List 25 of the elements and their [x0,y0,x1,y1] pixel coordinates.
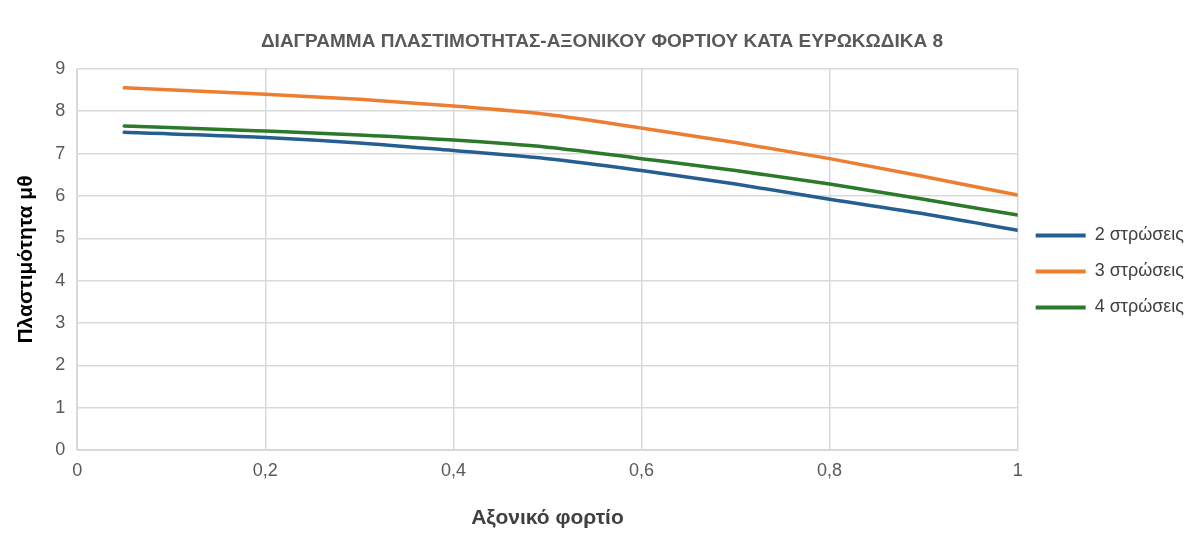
y-tick-label: 7 [55,142,66,163]
y-tick-label: 4 [55,269,66,290]
line-series [122,86,1018,197]
y-tick-label: 8 [55,100,66,121]
y-tick-label: 5 [55,227,66,248]
y-tick-label: 2 [55,354,66,375]
legend-label: 4 στρώσεις [1094,296,1185,317]
x-tick-label: 0,6 [628,459,654,480]
line-series [122,130,1018,233]
y-tick-label: 9 [55,57,66,78]
x-tick-label: 0 [72,459,83,480]
y-tick-label: 0 [55,439,66,460]
x-tick-label: 1 [1012,459,1023,480]
x-axis-title: Αξονικό φορτίο [471,505,624,529]
x-tick-label: 0,2 [252,459,278,480]
line-series [122,124,1018,217]
x-tick-label: 0,8 [817,459,843,480]
legend-label: 3 στρώσεις [1094,260,1185,281]
x-tick-label: 0,4 [440,459,466,480]
y-tick-label: 3 [55,312,66,333]
y-tick-label: 6 [55,184,66,205]
y-tick-label: 1 [55,396,66,417]
chart-title: ΔΙΑΓΡΑΜΜΑ ΠΛΑΣΤΙΜΟΤΗΤΑΣ-ΑΞΟΝΙΚΟΥ ΦΟΡΤΙΟΥ ΚΑΤΑ ΕΥΡΩΚΩΔΙΚΑ 8 [260,29,944,51]
legend-label: 2 στρώσεις [1094,224,1185,245]
y-axis-title: Πλαστιμότητα μθ [13,175,37,344]
